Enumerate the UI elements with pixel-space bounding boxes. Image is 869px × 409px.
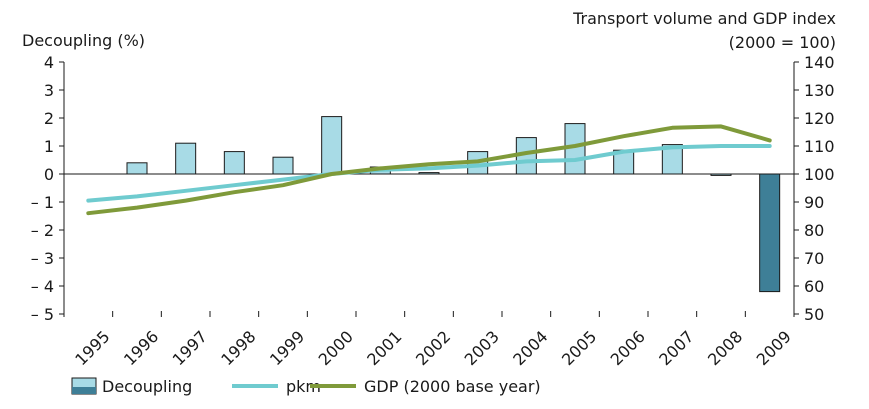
legend-label-pkm: pkm [286, 377, 321, 396]
legend-label-decoupling: Decoupling [102, 377, 192, 396]
left-tick-label: 2 [44, 109, 54, 128]
x-tick-label: 1996 [120, 327, 162, 369]
x-tick-label: 2004 [509, 327, 551, 369]
right-tick-label: 60 [804, 277, 824, 296]
bar-decoupling [661, 144, 683, 175]
left-tick-label: – 3 [31, 249, 54, 268]
bar-decoupling [321, 116, 343, 175]
legend: Decoupling pkm GDP (2000 base year) [71, 377, 541, 396]
x-tick-label: 1997 [169, 327, 211, 369]
x-tick-label: 2001 [363, 327, 405, 369]
left-tick-label: – 1 [31, 193, 54, 212]
right-axis-title-line1: Transport volume and GDP index [572, 9, 836, 28]
x-tick-label: 2005 [558, 327, 600, 369]
right-tick-label: 100 [804, 165, 835, 184]
x-tick-label: 2000 [315, 327, 357, 369]
right-tick-label: 50 [804, 305, 824, 324]
left-tick-label: 0 [44, 165, 54, 184]
x-tick-label: 1995 [71, 327, 113, 369]
right-tick-label: 80 [804, 221, 824, 240]
bar-decoupling [418, 172, 440, 175]
line-gdp [86, 124, 772, 216]
bar-decoupling [223, 151, 245, 175]
bar-decoupling [126, 162, 148, 175]
x-tick-label: 1999 [266, 327, 308, 369]
x-tick-label: 2008 [704, 327, 746, 369]
bar-decoupling [272, 156, 294, 175]
x-tick-label: 2003 [461, 327, 503, 369]
right-tick-label: 110 [804, 137, 835, 156]
right-tick-label: 140 [804, 53, 835, 72]
left-axis-title: Decoupling (%) [22, 31, 145, 50]
left-tick-label: – 4 [31, 277, 54, 296]
right-axis-title-line2: (2000 = 100) [729, 33, 836, 52]
legend-label-gdp: GDP (2000 base year) [364, 377, 541, 396]
line-pkm [86, 144, 772, 203]
x-tick-label: 2009 [753, 327, 795, 369]
right-tick-label: 70 [804, 249, 824, 268]
right-tick-label: 120 [804, 109, 835, 128]
right-tick-label: 90 [804, 193, 824, 212]
x-tick-label: 1998 [217, 327, 259, 369]
x-tick-label: 2002 [412, 327, 454, 369]
left-tick-label: 3 [44, 81, 54, 100]
right-tick-label: 130 [804, 81, 835, 100]
bar-decoupling [710, 173, 732, 176]
bar-decoupling [175, 142, 197, 175]
left-tick-label: – 5 [31, 305, 54, 324]
bar-decoupling [759, 173, 781, 293]
legend-swatch-decoupling-dark [72, 387, 96, 394]
left-tick-label: 1 [44, 137, 54, 156]
x-tick-label: 2006 [607, 327, 649, 369]
x-tick-label: 2007 [655, 327, 697, 369]
left-tick-label: 4 [44, 53, 54, 72]
left-tick-label: – 2 [31, 221, 54, 240]
